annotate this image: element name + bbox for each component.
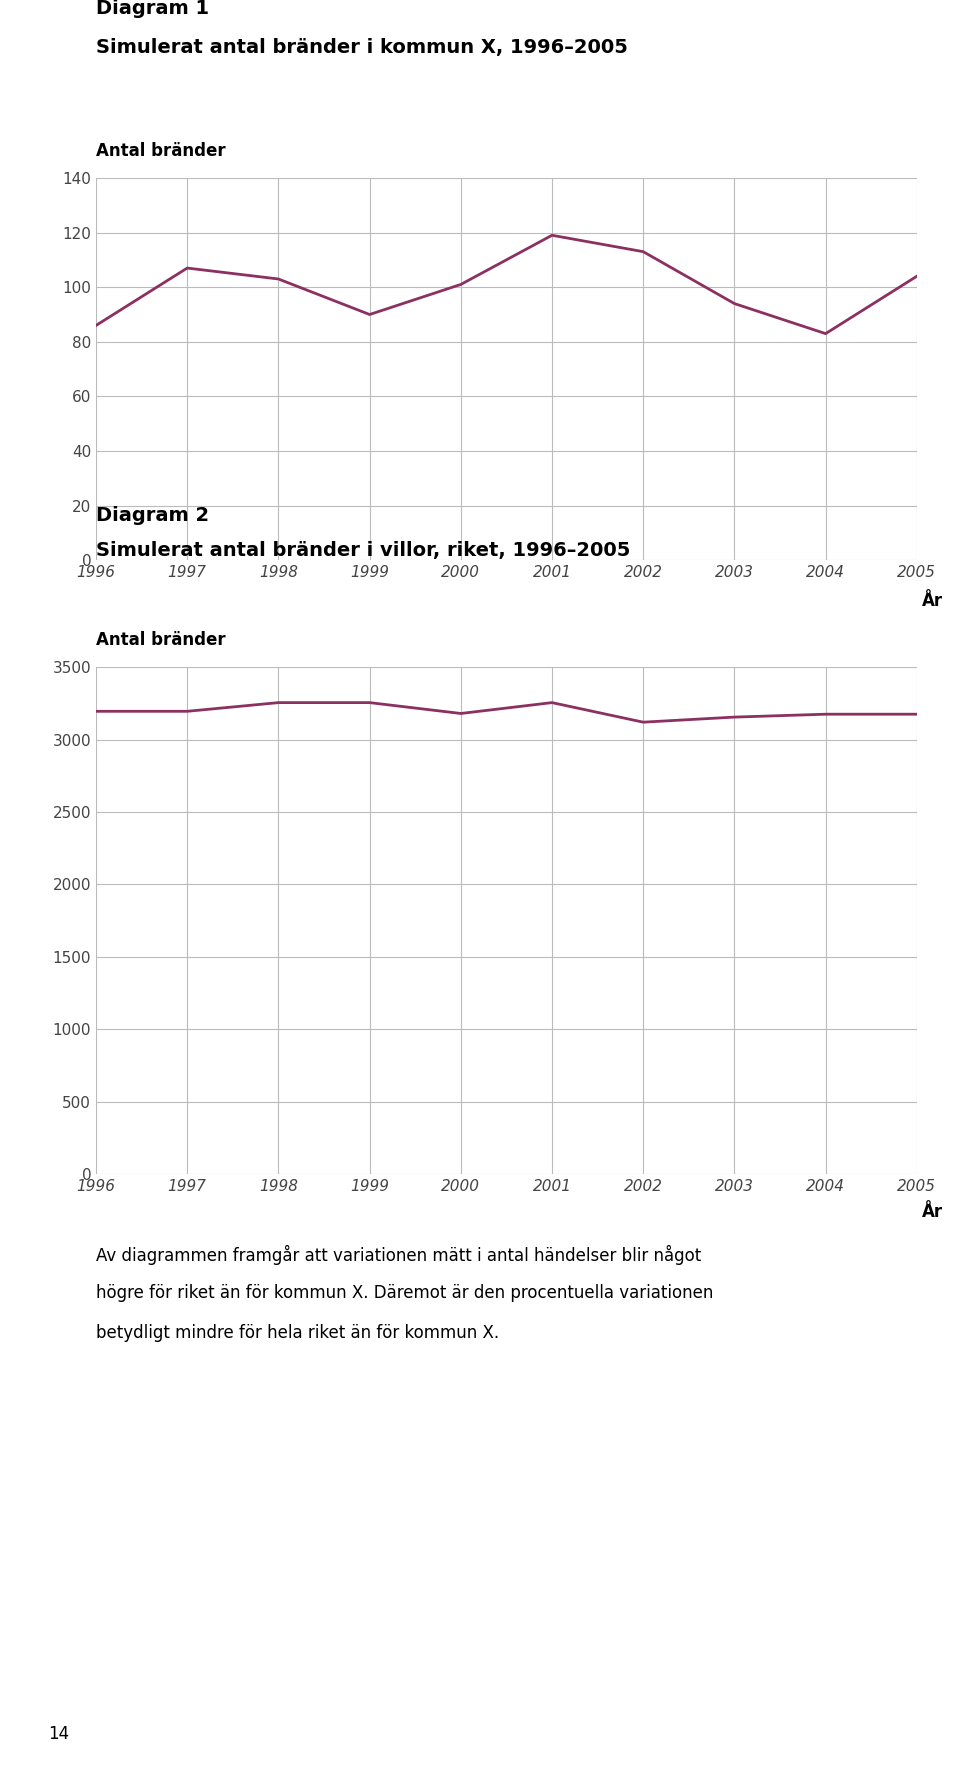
Text: 14: 14 — [48, 1726, 69, 1743]
Text: Simulerat antal bränder i kommun X, 1996–2005: Simulerat antal bränder i kommun X, 1996… — [96, 37, 628, 57]
Text: År: År — [922, 1203, 943, 1220]
Text: År: År — [922, 592, 943, 610]
Text: Antal bränder: Antal bränder — [96, 632, 226, 649]
Text: Av diagrammen framgår att variationen mätt i antal händelser blir något: Av diagrammen framgår att variationen mä… — [96, 1245, 701, 1265]
Text: Diagram 2: Diagram 2 — [96, 505, 209, 525]
Text: högre för riket än för kommun X. Däremot är den procentuella variationen: högre för riket än för kommun X. Däremot… — [96, 1284, 713, 1302]
Text: Simulerat antal bränder i villor, riket, 1996–2005: Simulerat antal bränder i villor, riket,… — [96, 541, 631, 560]
Text: Diagram 1: Diagram 1 — [96, 0, 209, 18]
Text: Antal bränder: Antal bränder — [96, 142, 226, 160]
Text: betydligt mindre för hela riket än för kommun X.: betydligt mindre för hela riket än för k… — [96, 1324, 499, 1341]
